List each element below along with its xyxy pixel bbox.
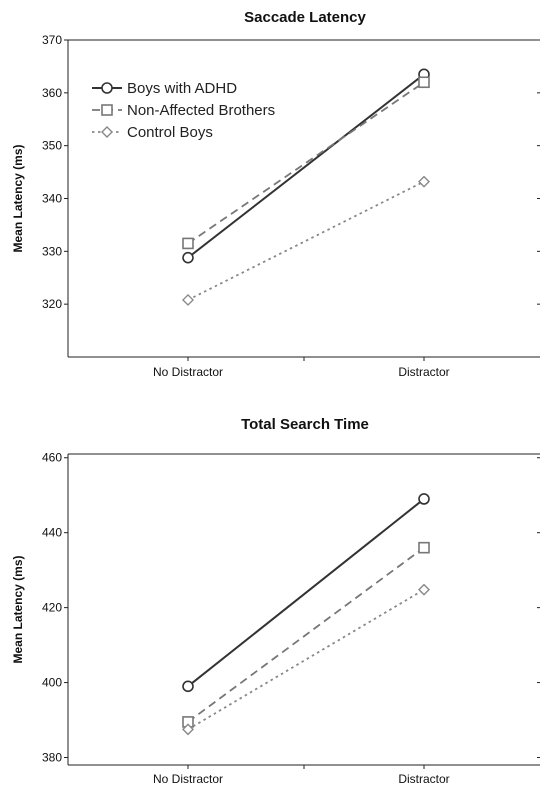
series-2 <box>182 76 430 250</box>
series-1 <box>182 68 430 264</box>
legend-label: Boys with ADHD <box>127 80 237 97</box>
data-point-square <box>418 76 430 89</box>
series-3 <box>182 583 430 736</box>
y-tick-label: 350 <box>42 139 62 153</box>
data-point-circle <box>182 680 194 693</box>
legend: Boys with ADHD Non-Affected Brothers Contr… <box>92 80 275 141</box>
y-tick-label: 460 <box>42 451 62 465</box>
x-tick-label: Distractor <box>398 772 449 786</box>
data-point-square <box>418 541 430 554</box>
data-point-circle <box>418 493 430 505</box>
y-tick-label: 370 <box>42 33 62 47</box>
data-point-diamond <box>418 175 430 188</box>
chart-panel-2: Total Search Time Mean Latency (ms) 380 400… <box>11 416 540 786</box>
series-line <box>187 588 425 731</box>
y-tick-label: 440 <box>42 526 62 540</box>
legend-marker-circle <box>101 82 113 94</box>
series-line <box>187 546 425 723</box>
x-tick-label: No Distractor <box>153 772 223 786</box>
chart-title: Saccade Latency <box>244 9 366 26</box>
y-tick-label: 330 <box>42 244 62 258</box>
chart-title: Total Search Time <box>241 416 369 433</box>
data-point-diamond <box>182 723 194 736</box>
y-tick-label: 340 <box>42 192 62 206</box>
series-line <box>187 180 425 301</box>
data-point-diamond <box>418 583 430 596</box>
x-tick-label: Distractor <box>398 365 449 379</box>
series-line <box>187 498 425 688</box>
data-point-circle <box>182 251 194 264</box>
series-line <box>187 73 425 259</box>
data-point-square <box>182 237 194 250</box>
x-tick-label: No Distractor <box>153 365 223 379</box>
series-line <box>187 81 425 245</box>
data-point-diamond <box>182 293 194 306</box>
y-tick-label: 400 <box>42 676 62 690</box>
y-tick-label: 360 <box>42 86 62 100</box>
y-tick-label: 420 <box>42 601 62 615</box>
legend-label: Control Boys <box>127 124 213 141</box>
chart-panel-1: Saccade Latency Mean Latency (ms) 320 330 34… <box>11 9 540 379</box>
y-axis-label: Mean Latency (ms) <box>11 144 25 252</box>
y-tick-label: 380 <box>42 751 62 765</box>
series-1 <box>182 493 430 693</box>
legend-marker-diamond <box>101 126 113 138</box>
series-3 <box>182 175 430 306</box>
legend-label: Non-Affected Brothers <box>127 102 275 119</box>
y-tick-label: 320 <box>42 297 62 311</box>
series-2 <box>182 541 430 728</box>
legend-marker-square <box>101 104 113 116</box>
y-axis-label: Mean Latency (ms) <box>11 555 25 663</box>
